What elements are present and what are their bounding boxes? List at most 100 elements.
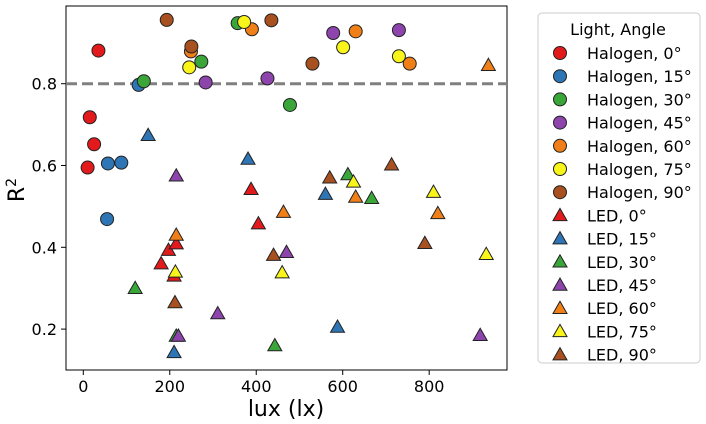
halogen-data-point (264, 13, 279, 28)
legend-entry-label: Halogen, 90° (587, 183, 692, 202)
led-data-point (167, 294, 183, 309)
legend-marker (552, 253, 568, 268)
halogen-data-point (326, 25, 341, 40)
led-data-point (166, 344, 182, 359)
led-data-point (167, 263, 184, 278)
y-axis: 0.2 0.4 0.6 0.8 (32, 75, 66, 339)
halogen-data-point (100, 212, 115, 227)
legend-marker (553, 138, 567, 153)
halogen-data-point (91, 43, 106, 58)
legend-entry-label: Halogen, 0° (587, 44, 682, 63)
halogen-data-point (348, 24, 363, 39)
x-axis: 0 200 400 600 800 (78, 370, 444, 396)
x-tick-label: 0 (78, 377, 88, 396)
led-data-point (250, 215, 267, 230)
legend-marker (552, 346, 568, 361)
led-data-point (170, 328, 187, 342)
x-tick-label: 800 (414, 377, 445, 396)
y-tick-label: 0.6 (32, 157, 57, 176)
legend-marker (552, 276, 568, 291)
legend-entry-label: LED, 15° (587, 230, 657, 249)
legend-marker (552, 230, 568, 245)
legend-marker (553, 115, 567, 130)
halogen-data-point (237, 14, 252, 29)
x-tick-label: 600 (327, 377, 358, 396)
y-tick-label: 0.8 (32, 75, 57, 94)
legend-entry-label: LED, 30° (587, 253, 657, 272)
halogen-data-point (198, 75, 213, 90)
led-data-point (274, 264, 291, 279)
led-data-point (425, 184, 442, 198)
legend: Light, Angle Halogen, 0°Halogen, 15°Halo… (537, 12, 701, 365)
data-points (80, 12, 497, 359)
led-data-point (275, 204, 292, 218)
led-data-point (416, 235, 433, 249)
x-tick-label: 400 (241, 377, 272, 396)
led-data-point (363, 190, 380, 204)
led-data-point (153, 255, 169, 270)
led-data-point (317, 186, 334, 200)
led-data-point (472, 327, 489, 341)
legend-frame (537, 12, 701, 364)
led-data-point (209, 305, 226, 320)
halogen-data-point (100, 156, 115, 171)
led-data-point (329, 319, 346, 333)
halogen-data-point (159, 12, 174, 27)
legend-marker (553, 92, 567, 107)
y-axis-label: R2 (4, 178, 30, 202)
halogen-data-point (260, 71, 275, 86)
legend-entry-label: Halogen, 45° (587, 114, 692, 133)
legend-entry-label: Halogen, 60° (587, 137, 692, 156)
led-data-point (383, 156, 400, 171)
led-data-point (345, 173, 362, 188)
led-data-point (478, 246, 495, 261)
halogen-data-point (114, 155, 129, 170)
halogen-data-point (282, 97, 297, 112)
legend-entry-label: Halogen, 75° (587, 160, 692, 179)
led-data-point (168, 235, 185, 250)
led-data-point (140, 127, 157, 141)
plot-area (65, 5, 508, 371)
halogen-data-point (336, 40, 351, 55)
led-data-point (168, 167, 185, 182)
legend-title: Light, Angle (570, 20, 666, 39)
led-data-point (347, 188, 364, 203)
led-data-point (340, 166, 356, 181)
led-data-point (127, 280, 144, 294)
legend-entry-label: Halogen, 30° (587, 90, 692, 109)
legend-marker (553, 69, 567, 84)
halogen-data-point (80, 160, 95, 175)
legend-entry-label: LED, 90° (587, 346, 657, 365)
halogen-data-point (184, 39, 199, 54)
led-data-point (265, 247, 282, 261)
y-tick-label: 0.4 (32, 238, 57, 257)
halogen-data-point (87, 137, 102, 152)
x-tick-label: 200 (154, 377, 185, 396)
halogen-data-point (182, 60, 197, 75)
halogen-data-point (194, 54, 209, 69)
led-data-point (243, 181, 259, 195)
led-data-point (266, 337, 283, 352)
legend-marker (553, 46, 567, 60)
legend-marker (553, 185, 567, 200)
led-data-point (240, 150, 256, 165)
legend-entry-label: LED, 75° (587, 322, 657, 341)
halogen-data-point (136, 74, 151, 89)
halogen-data-point (391, 49, 406, 64)
led-data-point (321, 169, 338, 184)
legend-marker (552, 207, 568, 222)
led-data-point (168, 227, 185, 241)
halogen-data-point (82, 110, 97, 125)
legend-entry-label: LED, 45° (587, 276, 657, 295)
y-tick-label: 0.2 (32, 320, 57, 339)
x-axis-label: lux (lx) (248, 397, 324, 422)
halogen-data-point (391, 23, 406, 38)
legend-marker (552, 323, 568, 338)
led-data-point (429, 205, 446, 220)
legend-items: Halogen, 0° Halogen, 15° Halogen, 30° Halog… (552, 44, 692, 365)
led-data-point (480, 57, 497, 72)
halogen-data-point (305, 56, 320, 71)
legend-entry-label: LED, 60° (587, 299, 657, 318)
y-axis-label-base: R (5, 187, 30, 202)
